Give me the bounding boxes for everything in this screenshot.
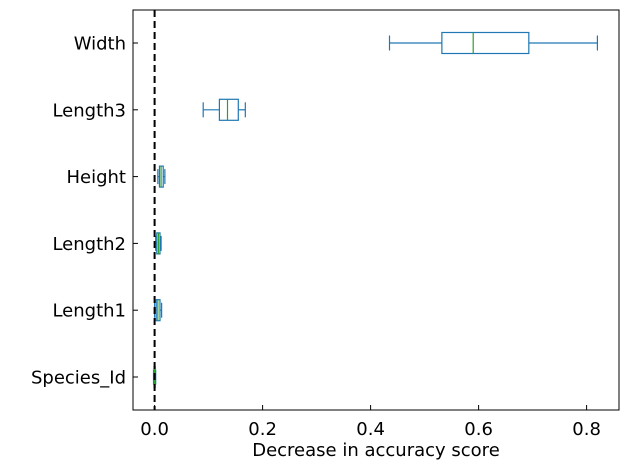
- y-tick-label: Length3: [52, 100, 126, 121]
- box-height: [157, 165, 166, 188]
- iqr-box-width: [441, 31, 530, 55]
- x-tick-label: 0.2: [248, 419, 277, 440]
- iqr-box-length3: [218, 98, 239, 121]
- plot-area: [133, 10, 619, 410]
- x-tick-label: 0.4: [356, 419, 385, 440]
- plot-frame: [132, 9, 620, 411]
- y-tick-label: Length2: [52, 234, 126, 255]
- y-tick-label: Height: [66, 167, 126, 188]
- chart-marks: [152, 10, 599, 410]
- box-length3: [202, 98, 246, 121]
- chart-ticks: 0.0 0.2 0.4 0.6 0.8 Species_Id Length1 Length2 H…: [31, 34, 601, 441]
- x-tick-label: 0.0: [140, 419, 169, 440]
- box-width: [388, 31, 599, 55]
- y-tick-label: Width: [74, 34, 126, 55]
- box-length2: [155, 232, 162, 255]
- box-length1: [154, 299, 163, 322]
- y-tick-label: Species_Id: [31, 368, 126, 389]
- x-tick-label: 0.6: [464, 419, 493, 440]
- y-tick-label: Length1: [52, 301, 126, 322]
- x-tick-label: 0.8: [572, 419, 601, 440]
- x-axis-title: Decrease in accuracy score: [252, 440, 500, 461]
